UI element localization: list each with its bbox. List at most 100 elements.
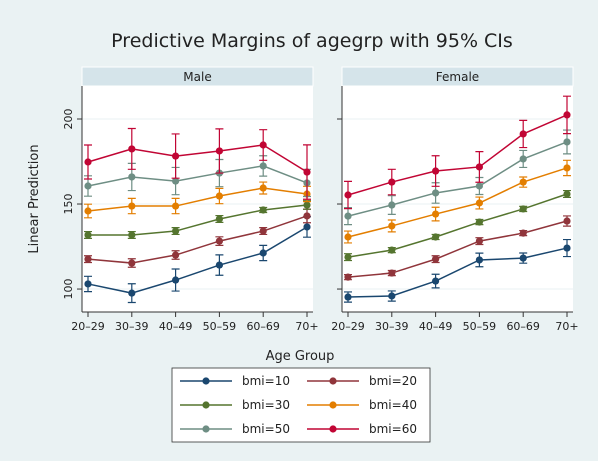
- marker: [475, 182, 483, 190]
- marker: [563, 164, 571, 172]
- marker: [432, 189, 440, 197]
- marker: [303, 223, 311, 231]
- marker: [215, 192, 223, 200]
- marker: [432, 277, 440, 285]
- marker: [128, 145, 136, 153]
- marker: [388, 292, 396, 300]
- series-line: [87, 215, 308, 264]
- marker: [84, 255, 92, 263]
- x-tick-label: 60–69: [506, 320, 540, 333]
- legend-marker: [202, 401, 210, 409]
- marker: [344, 212, 352, 220]
- marker: [84, 158, 92, 166]
- marker: [259, 162, 267, 170]
- legend-label: bmi=50: [242, 422, 290, 436]
- marker: [259, 249, 267, 257]
- marker: [519, 155, 527, 163]
- legend-label: bmi=40: [369, 398, 417, 412]
- marker: [475, 163, 483, 171]
- marker: [563, 111, 571, 119]
- marker: [519, 229, 527, 237]
- plot-area: [82, 86, 313, 312]
- y-tick-label: 150: [62, 194, 75, 215]
- plot-area: [342, 86, 573, 312]
- marker: [388, 201, 396, 209]
- legend-label: bmi=10: [242, 374, 290, 388]
- marker: [388, 246, 396, 254]
- marker: [259, 227, 267, 235]
- legend-marker: [329, 401, 337, 409]
- marker: [259, 141, 267, 149]
- series-line: [347, 220, 568, 278]
- legend-marker: [329, 377, 337, 385]
- legend-marker: [202, 377, 210, 385]
- marker: [128, 259, 136, 267]
- marker: [172, 276, 180, 284]
- marker: [128, 173, 136, 181]
- x-tick-label: 70+: [295, 320, 318, 333]
- marker: [215, 237, 223, 245]
- x-tick-label: 60–69: [246, 320, 280, 333]
- marker: [344, 191, 352, 199]
- legend-marker: [329, 425, 337, 433]
- marker: [172, 177, 180, 185]
- panel-title: Male: [183, 70, 211, 84]
- marker: [172, 227, 180, 235]
- marker: [344, 253, 352, 261]
- marker: [563, 217, 571, 225]
- marker: [303, 212, 311, 220]
- marker: [303, 168, 311, 176]
- marker: [84, 280, 92, 288]
- x-tick-label: 70+: [555, 320, 578, 333]
- x-tick-label: 30–39: [115, 320, 149, 333]
- series-line: [347, 193, 568, 258]
- marker: [475, 199, 483, 207]
- legend-label: bmi=60: [369, 422, 417, 436]
- marker: [432, 167, 440, 175]
- series-line: [88, 204, 308, 236]
- marker: [432, 210, 440, 218]
- series-line: [347, 247, 568, 298]
- marker: [172, 251, 180, 259]
- panel-title: Female: [436, 70, 479, 84]
- x-tick-label: 40–49: [159, 320, 193, 333]
- marker: [128, 289, 136, 297]
- marker: [563, 244, 571, 252]
- marker: [519, 130, 527, 138]
- marker: [84, 231, 92, 239]
- marker: [215, 147, 223, 155]
- series-line: [87, 165, 308, 187]
- legend-label: bmi=30: [242, 398, 290, 412]
- marker: [215, 215, 223, 223]
- marker: [388, 222, 396, 230]
- marker: [475, 237, 483, 245]
- marker: [475, 218, 483, 226]
- marker: [563, 138, 571, 146]
- marker: [432, 233, 440, 241]
- chart-title: Predictive Margins of agegrp with 95% CI…: [111, 30, 513, 52]
- marker: [519, 178, 527, 186]
- marker: [215, 261, 223, 269]
- series-line: [347, 141, 568, 217]
- legend-label: bmi=20: [369, 374, 417, 388]
- series-line: [87, 144, 308, 173]
- x-tick-label: 20–29: [331, 320, 365, 333]
- marker: [303, 201, 311, 209]
- marker: [388, 269, 396, 277]
- marker: [84, 207, 92, 215]
- marker: [563, 190, 571, 198]
- x-tick-label: 50–59: [203, 320, 237, 333]
- y-axis-label: Linear Prediction: [27, 144, 42, 253]
- marker: [259, 184, 267, 192]
- x-tick-label: 20–29: [71, 320, 105, 333]
- series-line: [347, 167, 568, 238]
- y-tick-label: 100: [62, 279, 75, 300]
- marker: [519, 254, 527, 262]
- marker: [519, 205, 527, 213]
- marker: [172, 202, 180, 210]
- marker: [344, 273, 352, 281]
- x-tick-label: 50–59: [463, 320, 497, 333]
- x-tick-label: 40–49: [419, 320, 453, 333]
- series-line: [87, 226, 308, 294]
